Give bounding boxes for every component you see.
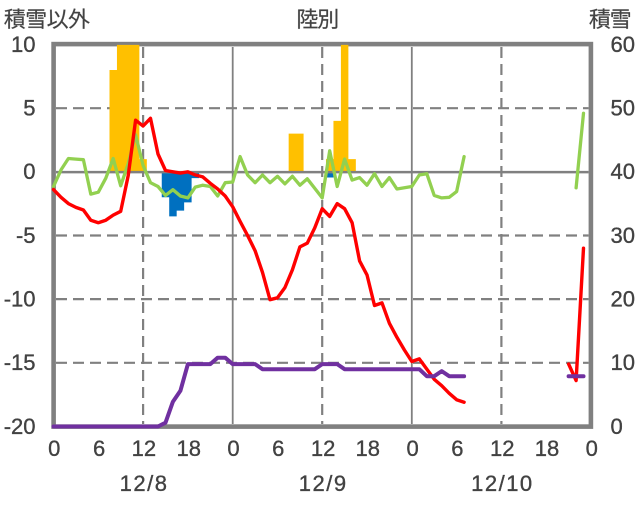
svg-text:10: 10 [11,32,35,57]
svg-text:-10: -10 [4,287,36,312]
svg-text:18: 18 [535,436,559,461]
svg-text:-20: -20 [4,414,36,439]
svg-text:60: 60 [611,32,635,57]
svg-text:0: 0 [586,436,598,461]
svg-text:40: 40 [611,159,635,184]
svg-text:-15: -15 [4,350,36,375]
svg-text:-5: -5 [16,223,36,248]
svg-text:20: 20 [611,287,635,312]
svg-text:10: 10 [611,350,635,375]
svg-text:12: 12 [311,436,335,461]
svg-text:0: 0 [23,159,35,184]
svg-text:50: 50 [611,96,635,121]
svg-text:6: 6 [451,436,463,461]
svg-text:18: 18 [176,436,200,461]
svg-text:12/8: 12/8 [120,471,169,496]
svg-text:30: 30 [611,223,635,248]
svg-text:12/10: 12/10 [471,471,534,496]
svg-text:0: 0 [227,436,239,461]
svg-text:5: 5 [23,96,35,121]
svg-text:12/9: 12/9 [299,471,348,496]
svg-text:12: 12 [490,436,514,461]
svg-text:0: 0 [406,436,418,461]
svg-text:6: 6 [93,436,105,461]
svg-text:18: 18 [356,436,380,461]
svg-text:0: 0 [611,414,623,439]
svg-text:0: 0 [48,436,60,461]
svg-text:6: 6 [272,436,284,461]
svg-text:12: 12 [132,436,156,461]
